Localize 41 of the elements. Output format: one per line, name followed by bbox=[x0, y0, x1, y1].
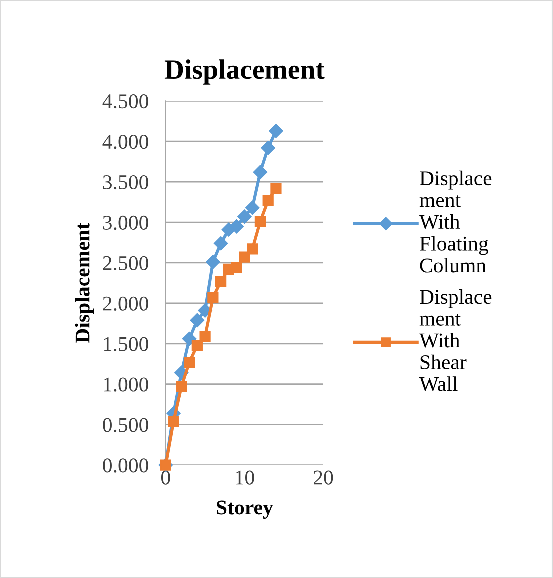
point bbox=[200, 331, 211, 342]
y-tick-label: 2.000 bbox=[103, 296, 148, 311]
point bbox=[182, 332, 197, 346]
point bbox=[262, 195, 274, 206]
point bbox=[246, 200, 260, 216]
point bbox=[184, 356, 196, 368]
y-tick-label: 4.500 bbox=[102, 94, 148, 109]
y-tick-label: 3.500 bbox=[103, 175, 148, 190]
x-axis-title: Storey bbox=[217, 500, 274, 520]
point bbox=[239, 252, 250, 263]
point bbox=[208, 292, 219, 304]
y-tick-label: 4.000 bbox=[102, 134, 148, 150]
point bbox=[216, 276, 227, 288]
y-tick-label: 3.000 bbox=[103, 216, 148, 230]
point bbox=[230, 220, 244, 234]
y-tick-label: 0.000 bbox=[103, 458, 148, 473]
point bbox=[270, 182, 282, 194]
y-tick-label: 1.000 bbox=[104, 378, 148, 392]
point bbox=[254, 216, 266, 228]
point bbox=[168, 416, 180, 428]
y-tick-label: 1.500 bbox=[104, 337, 148, 352]
point bbox=[206, 255, 220, 270]
point bbox=[192, 340, 203, 352]
y-tick-label: 2.500 bbox=[103, 256, 148, 271]
point bbox=[238, 210, 252, 224]
legend-label: Displacement With Floating Column bbox=[419, 170, 492, 273]
x-tick-label: 10 bbox=[236, 470, 254, 485]
point bbox=[231, 262, 242, 274]
point bbox=[247, 244, 258, 255]
point bbox=[261, 141, 276, 156]
point bbox=[176, 381, 188, 392]
x-tick-label: 0 bbox=[161, 470, 170, 485]
point bbox=[269, 124, 284, 138]
y-tick-label: 0.500 bbox=[103, 418, 148, 432]
x-tick-label: 20 bbox=[314, 470, 334, 485]
point bbox=[214, 236, 228, 251]
point bbox=[190, 313, 204, 328]
legend-label: Displacement With Shear Wall bbox=[419, 290, 492, 392]
point bbox=[253, 165, 268, 180]
y-axis-title: Displacement bbox=[75, 223, 94, 344]
chart-title: Displacement bbox=[164, 60, 325, 85]
